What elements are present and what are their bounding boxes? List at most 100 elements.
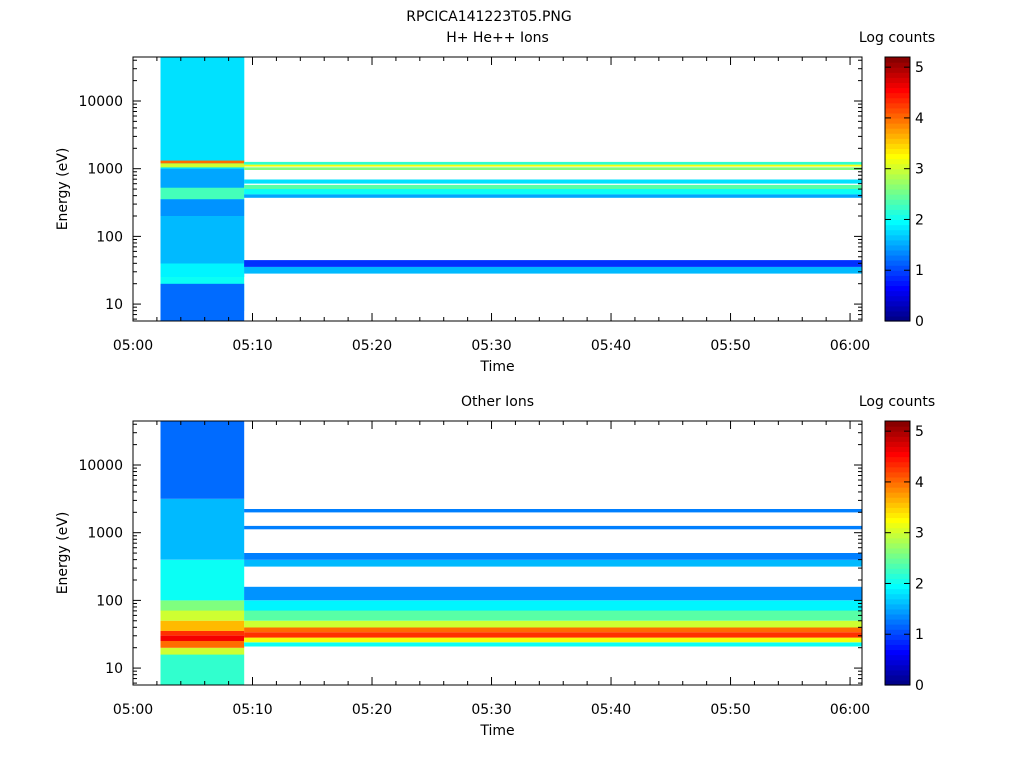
colorbar-tick-label: 5 bbox=[915, 60, 924, 76]
y-tick-label: 10 bbox=[105, 661, 123, 677]
colorbar-segment bbox=[885, 67, 910, 73]
x-tick-label: 05:50 bbox=[710, 338, 750, 354]
colorbar-segment bbox=[885, 62, 910, 68]
y-tick-label: 1000 bbox=[87, 162, 123, 178]
heatmap-cell bbox=[244, 586, 863, 601]
colorbar-segment bbox=[885, 608, 910, 615]
colorbar-segment bbox=[885, 512, 910, 519]
colorbar-segment bbox=[885, 563, 910, 569]
colorbar-segment bbox=[885, 138, 910, 144]
colorbar-segment bbox=[885, 578, 910, 585]
x-axis-label: Time bbox=[479, 359, 514, 375]
heatmap-cell bbox=[160, 187, 245, 200]
colorbar-segment bbox=[885, 143, 910, 149]
heatmap-cell bbox=[244, 525, 863, 530]
colorbar-segment bbox=[885, 583, 910, 590]
heatmap-cell bbox=[244, 189, 863, 195]
colorbar-segment bbox=[885, 148, 910, 155]
heatmap-cell bbox=[244, 164, 863, 167]
colorbar-segment bbox=[885, 532, 910, 539]
colorbar-segment bbox=[885, 244, 910, 251]
heatmap-cell bbox=[244, 600, 863, 611]
heatmap-cell bbox=[244, 642, 863, 647]
y-axis-label: Energy (eV) bbox=[55, 148, 71, 231]
colorbar-segment bbox=[885, 270, 910, 276]
colorbar-segment bbox=[885, 502, 910, 508]
x-tick-label: 06:00 bbox=[830, 702, 870, 718]
colorbar-segment bbox=[885, 260, 910, 266]
colorbar-segment bbox=[885, 431, 910, 437]
heatmap-cell bbox=[160, 199, 245, 217]
colorbar-segment bbox=[885, 639, 910, 645]
colorbar-tick-label: 3 bbox=[915, 162, 924, 178]
colorbar-segment bbox=[885, 441, 910, 447]
panel-h-he-ions: 05:00 05:10 05:20 05:30 05:40 05:50 06:0010100… bbox=[55, 30, 935, 375]
y-tick-label: 10 bbox=[105, 297, 123, 313]
colorbar-segment bbox=[885, 487, 910, 493]
colorbar-segment bbox=[885, 87, 910, 94]
colorbar-segment bbox=[885, 553, 910, 559]
colorbar-segment bbox=[885, 255, 910, 261]
colorbar-segment bbox=[885, 456, 910, 463]
y-tick-label: 100 bbox=[96, 229, 123, 245]
heatmap-cell bbox=[160, 630, 245, 636]
colorbar-segment bbox=[885, 629, 910, 635]
colorbar-label: Log counts bbox=[859, 30, 935, 46]
heatmap-cell bbox=[160, 641, 245, 648]
colorbar-segment bbox=[885, 300, 910, 307]
colorbar-segment bbox=[885, 481, 910, 488]
colorbar-segment bbox=[885, 654, 910, 661]
colorbar-tick-label: 0 bbox=[915, 314, 924, 330]
heatmap-cell bbox=[244, 553, 863, 560]
colorbar-segment bbox=[885, 476, 910, 483]
heatmap-cell bbox=[244, 161, 863, 165]
colorbar-segment bbox=[885, 219, 910, 226]
heatmap-cell bbox=[160, 163, 245, 168]
colorbar-segment bbox=[885, 547, 910, 554]
x-tick-label: 05:20 bbox=[352, 702, 392, 718]
colorbar-segment bbox=[885, 669, 910, 676]
colorbar-tick-label: 2 bbox=[915, 212, 924, 228]
colorbar-segment bbox=[885, 598, 910, 605]
colorbar-segment bbox=[885, 209, 910, 215]
heatmap-cell bbox=[244, 559, 863, 567]
colorbar-segment bbox=[885, 295, 910, 302]
x-tick-label: 05:10 bbox=[232, 702, 272, 718]
colorbar-tick-label: 3 bbox=[915, 526, 924, 542]
colorbar-segment bbox=[885, 603, 910, 610]
colorbar-segment bbox=[885, 421, 910, 427]
x-tick-label: 05:10 bbox=[232, 338, 272, 354]
colorbar-segment bbox=[885, 305, 910, 312]
colorbar-segment bbox=[885, 82, 910, 89]
x-tick-label: 05:00 bbox=[113, 702, 153, 718]
heatmap-cell bbox=[160, 216, 245, 264]
x-tick-label: 05:40 bbox=[591, 702, 631, 718]
y-tick-label: 1000 bbox=[87, 526, 123, 542]
heatmap-cell bbox=[160, 263, 245, 277]
colorbar-segment bbox=[885, 644, 910, 651]
colorbar-segment bbox=[885, 189, 910, 195]
heatmap-cell bbox=[244, 167, 863, 170]
colorbar-segment bbox=[885, 613, 910, 620]
heatmap-cell bbox=[244, 627, 863, 633]
colorbar-segment bbox=[885, 224, 910, 231]
colorbar-segment bbox=[885, 527, 910, 534]
heatmap-cell bbox=[244, 266, 863, 274]
heatmap-cells bbox=[160, 421, 863, 685]
heatmap-cell bbox=[244, 610, 863, 621]
colorbar-segment bbox=[885, 573, 910, 579]
colorbar-segment bbox=[885, 310, 910, 317]
heatmap-cell bbox=[160, 498, 245, 560]
colorbar-segment bbox=[885, 290, 910, 297]
heatmap-cells bbox=[160, 57, 863, 321]
colorbar-segment bbox=[885, 588, 910, 595]
heatmap-cell bbox=[244, 179, 863, 184]
colorbar-segment bbox=[885, 461, 910, 468]
colorbar-segment bbox=[885, 619, 910, 625]
heatmap-cell bbox=[244, 184, 863, 189]
colorbar-segment bbox=[885, 492, 910, 498]
colorbar-frame bbox=[884, 420, 911, 686]
colorbar-segment bbox=[885, 517, 910, 524]
colorbar-segment bbox=[885, 102, 910, 109]
heatmap-cell bbox=[160, 654, 245, 685]
